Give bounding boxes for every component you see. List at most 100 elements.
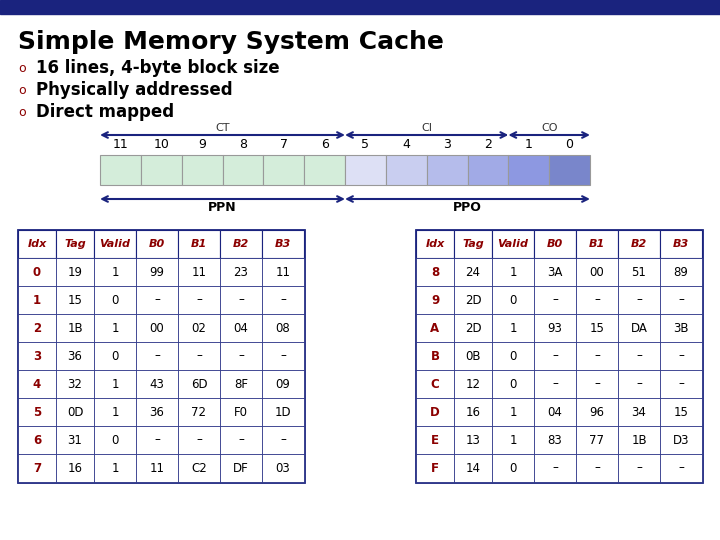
Text: –: – bbox=[636, 377, 642, 390]
Text: 2: 2 bbox=[33, 321, 41, 334]
Text: 14: 14 bbox=[466, 462, 480, 475]
Bar bbox=[262, 342, 304, 370]
Bar bbox=[660, 230, 702, 258]
Bar bbox=[492, 370, 534, 398]
Text: 13: 13 bbox=[466, 434, 480, 447]
Text: 1: 1 bbox=[509, 321, 517, 334]
Bar bbox=[18, 454, 56, 482]
Text: 16: 16 bbox=[68, 462, 83, 475]
Text: F: F bbox=[431, 462, 439, 475]
Text: 15: 15 bbox=[590, 321, 604, 334]
Text: F0: F0 bbox=[234, 406, 248, 419]
Text: –: – bbox=[636, 462, 642, 475]
Bar bbox=[220, 370, 262, 398]
Text: B: B bbox=[431, 349, 439, 362]
Text: 0: 0 bbox=[509, 377, 517, 390]
Text: –: – bbox=[552, 294, 558, 307]
Text: 2D: 2D bbox=[464, 321, 481, 334]
Text: 00: 00 bbox=[150, 321, 164, 334]
Text: 0: 0 bbox=[33, 266, 41, 279]
Text: 16: 16 bbox=[466, 406, 480, 419]
Bar bbox=[618, 398, 660, 426]
Text: 23: 23 bbox=[233, 266, 248, 279]
Bar bbox=[136, 370, 178, 398]
Text: 1: 1 bbox=[112, 266, 119, 279]
Text: C2: C2 bbox=[191, 462, 207, 475]
Bar bbox=[56, 286, 94, 314]
Text: 04: 04 bbox=[233, 321, 248, 334]
Bar bbox=[492, 230, 534, 258]
Text: 08: 08 bbox=[276, 321, 290, 334]
Text: 3: 3 bbox=[33, 349, 41, 362]
Text: 0: 0 bbox=[112, 434, 119, 447]
Bar bbox=[178, 426, 220, 454]
Bar bbox=[220, 258, 262, 286]
Bar bbox=[94, 230, 136, 258]
Text: 1: 1 bbox=[525, 138, 533, 151]
Text: –: – bbox=[154, 349, 160, 362]
Bar bbox=[178, 286, 220, 314]
Text: PPN: PPN bbox=[208, 201, 237, 214]
Text: 1B: 1B bbox=[631, 434, 647, 447]
Bar bbox=[492, 398, 534, 426]
Bar bbox=[618, 370, 660, 398]
Bar bbox=[18, 426, 56, 454]
Bar bbox=[576, 314, 618, 342]
Text: 89: 89 bbox=[674, 266, 688, 279]
Text: 8: 8 bbox=[431, 266, 439, 279]
Bar bbox=[416, 454, 454, 482]
Bar bbox=[454, 370, 492, 398]
Bar bbox=[618, 258, 660, 286]
Bar bbox=[18, 286, 56, 314]
Text: 10: 10 bbox=[153, 138, 169, 151]
Text: B2: B2 bbox=[631, 239, 647, 249]
Text: Tag: Tag bbox=[64, 239, 86, 249]
Bar bbox=[386, 155, 427, 185]
Text: 12: 12 bbox=[466, 377, 480, 390]
Text: –: – bbox=[678, 377, 684, 390]
Text: 6: 6 bbox=[320, 138, 328, 151]
Text: E: E bbox=[431, 434, 439, 447]
Bar bbox=[618, 426, 660, 454]
Text: –: – bbox=[280, 349, 286, 362]
Bar bbox=[576, 342, 618, 370]
Text: 0B: 0B bbox=[465, 349, 481, 362]
Bar bbox=[18, 314, 56, 342]
Bar bbox=[660, 314, 702, 342]
Bar bbox=[94, 258, 136, 286]
Text: 3B: 3B bbox=[673, 321, 689, 334]
Text: 0: 0 bbox=[566, 138, 574, 151]
Text: 4: 4 bbox=[33, 377, 41, 390]
Bar bbox=[454, 342, 492, 370]
Text: 0: 0 bbox=[509, 462, 517, 475]
Bar bbox=[534, 230, 576, 258]
Bar bbox=[181, 155, 222, 185]
Bar bbox=[264, 155, 304, 185]
Bar bbox=[576, 286, 618, 314]
Text: C: C bbox=[431, 377, 439, 390]
Text: D: D bbox=[430, 406, 440, 419]
Text: 0: 0 bbox=[509, 349, 517, 362]
Bar bbox=[454, 314, 492, 342]
Bar bbox=[492, 258, 534, 286]
Text: Tag: Tag bbox=[462, 239, 484, 249]
Text: 36: 36 bbox=[68, 349, 82, 362]
Bar bbox=[345, 155, 386, 185]
Text: CO: CO bbox=[541, 123, 557, 133]
Bar bbox=[618, 314, 660, 342]
Text: 15: 15 bbox=[68, 294, 82, 307]
Bar bbox=[56, 230, 94, 258]
Text: –: – bbox=[678, 349, 684, 362]
Bar bbox=[549, 155, 590, 185]
Text: –: – bbox=[280, 294, 286, 307]
Bar bbox=[141, 155, 181, 185]
Text: –: – bbox=[594, 294, 600, 307]
Text: –: – bbox=[678, 462, 684, 475]
Text: 09: 09 bbox=[276, 377, 290, 390]
Bar bbox=[178, 342, 220, 370]
Bar bbox=[100, 155, 141, 185]
Bar bbox=[220, 454, 262, 482]
Text: 00: 00 bbox=[590, 266, 604, 279]
Text: Valid: Valid bbox=[498, 239, 528, 249]
Text: –: – bbox=[678, 294, 684, 307]
